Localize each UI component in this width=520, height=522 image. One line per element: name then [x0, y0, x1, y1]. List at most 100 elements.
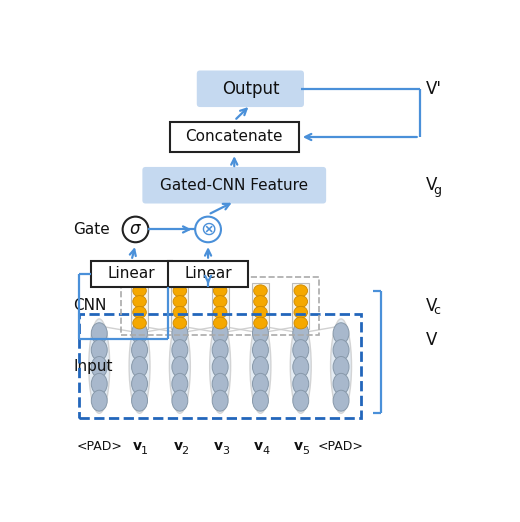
Ellipse shape — [333, 340, 349, 361]
Text: g: g — [433, 184, 441, 197]
Text: 2: 2 — [181, 445, 189, 456]
Ellipse shape — [333, 373, 349, 394]
Ellipse shape — [213, 285, 227, 296]
Ellipse shape — [92, 373, 107, 394]
Ellipse shape — [250, 319, 271, 413]
Bar — [172, 283, 188, 329]
Ellipse shape — [133, 285, 146, 296]
Bar — [168, 260, 249, 287]
Ellipse shape — [129, 319, 150, 413]
Text: Gated-CNN Feature: Gated-CNN Feature — [160, 177, 308, 193]
Ellipse shape — [195, 217, 221, 242]
Ellipse shape — [212, 323, 228, 343]
Text: 4: 4 — [262, 445, 269, 456]
Ellipse shape — [254, 295, 267, 307]
Ellipse shape — [212, 357, 228, 377]
Bar — [170, 122, 298, 152]
Ellipse shape — [253, 340, 268, 361]
Text: V': V' — [426, 80, 441, 98]
Text: v: v — [133, 440, 142, 454]
Ellipse shape — [213, 306, 227, 318]
Text: Output: Output — [222, 80, 279, 98]
Text: v: v — [294, 440, 303, 454]
Ellipse shape — [173, 306, 187, 318]
Ellipse shape — [333, 357, 349, 377]
Text: v: v — [214, 440, 223, 454]
FancyBboxPatch shape — [197, 70, 304, 107]
Text: Linear: Linear — [108, 266, 155, 281]
Text: c: c — [433, 304, 440, 317]
Text: $\sigma$: $\sigma$ — [129, 220, 142, 239]
Ellipse shape — [172, 357, 188, 377]
Ellipse shape — [293, 357, 309, 377]
Bar — [212, 283, 229, 329]
Text: <PAD>: <PAD> — [318, 440, 364, 453]
Ellipse shape — [213, 317, 227, 329]
Text: CNN: CNN — [73, 298, 107, 313]
Ellipse shape — [133, 306, 146, 318]
Bar — [292, 283, 309, 329]
Ellipse shape — [92, 323, 107, 343]
Text: 5: 5 — [303, 445, 309, 456]
Ellipse shape — [170, 319, 190, 413]
Ellipse shape — [253, 357, 268, 377]
Ellipse shape — [173, 295, 187, 307]
Text: $\otimes$: $\otimes$ — [200, 220, 216, 239]
Ellipse shape — [132, 340, 148, 361]
Ellipse shape — [293, 390, 309, 411]
Ellipse shape — [253, 373, 268, 394]
Bar — [91, 260, 172, 287]
Ellipse shape — [92, 357, 107, 377]
FancyBboxPatch shape — [142, 167, 326, 204]
Text: Input: Input — [73, 359, 112, 374]
Ellipse shape — [293, 340, 309, 361]
Ellipse shape — [172, 340, 188, 361]
Ellipse shape — [253, 323, 268, 343]
Bar — [131, 283, 148, 329]
Text: V: V — [426, 297, 437, 315]
Ellipse shape — [212, 390, 228, 411]
Bar — [252, 283, 269, 329]
Ellipse shape — [331, 319, 352, 413]
Ellipse shape — [123, 217, 148, 242]
Ellipse shape — [294, 295, 307, 307]
Text: V: V — [426, 176, 437, 194]
Text: V: V — [426, 331, 437, 349]
Ellipse shape — [293, 323, 309, 343]
Ellipse shape — [213, 295, 227, 307]
Ellipse shape — [172, 323, 188, 343]
Ellipse shape — [172, 390, 188, 411]
Ellipse shape — [333, 323, 349, 343]
Ellipse shape — [132, 323, 148, 343]
Text: Gate: Gate — [73, 222, 110, 237]
Ellipse shape — [333, 390, 349, 411]
Ellipse shape — [132, 373, 148, 394]
Ellipse shape — [254, 285, 267, 296]
Ellipse shape — [254, 306, 267, 318]
Ellipse shape — [212, 340, 228, 361]
Text: v: v — [173, 440, 183, 454]
Ellipse shape — [173, 285, 187, 296]
Ellipse shape — [293, 373, 309, 394]
Ellipse shape — [133, 295, 146, 307]
Ellipse shape — [290, 319, 311, 413]
Ellipse shape — [132, 390, 148, 411]
Ellipse shape — [254, 317, 267, 329]
Ellipse shape — [294, 317, 307, 329]
Text: <PAD>: <PAD> — [76, 440, 122, 453]
Ellipse shape — [133, 317, 146, 329]
Ellipse shape — [294, 285, 307, 296]
Ellipse shape — [210, 319, 231, 413]
Text: 1: 1 — [141, 445, 148, 456]
Ellipse shape — [253, 390, 268, 411]
Ellipse shape — [173, 317, 187, 329]
Text: Linear: Linear — [184, 266, 232, 281]
Ellipse shape — [212, 373, 228, 394]
Ellipse shape — [294, 306, 307, 318]
Text: Concatenate: Concatenate — [186, 129, 283, 145]
Ellipse shape — [89, 319, 110, 413]
Text: v: v — [254, 440, 263, 454]
Ellipse shape — [92, 340, 107, 361]
Text: 3: 3 — [222, 445, 229, 456]
Ellipse shape — [92, 390, 107, 411]
